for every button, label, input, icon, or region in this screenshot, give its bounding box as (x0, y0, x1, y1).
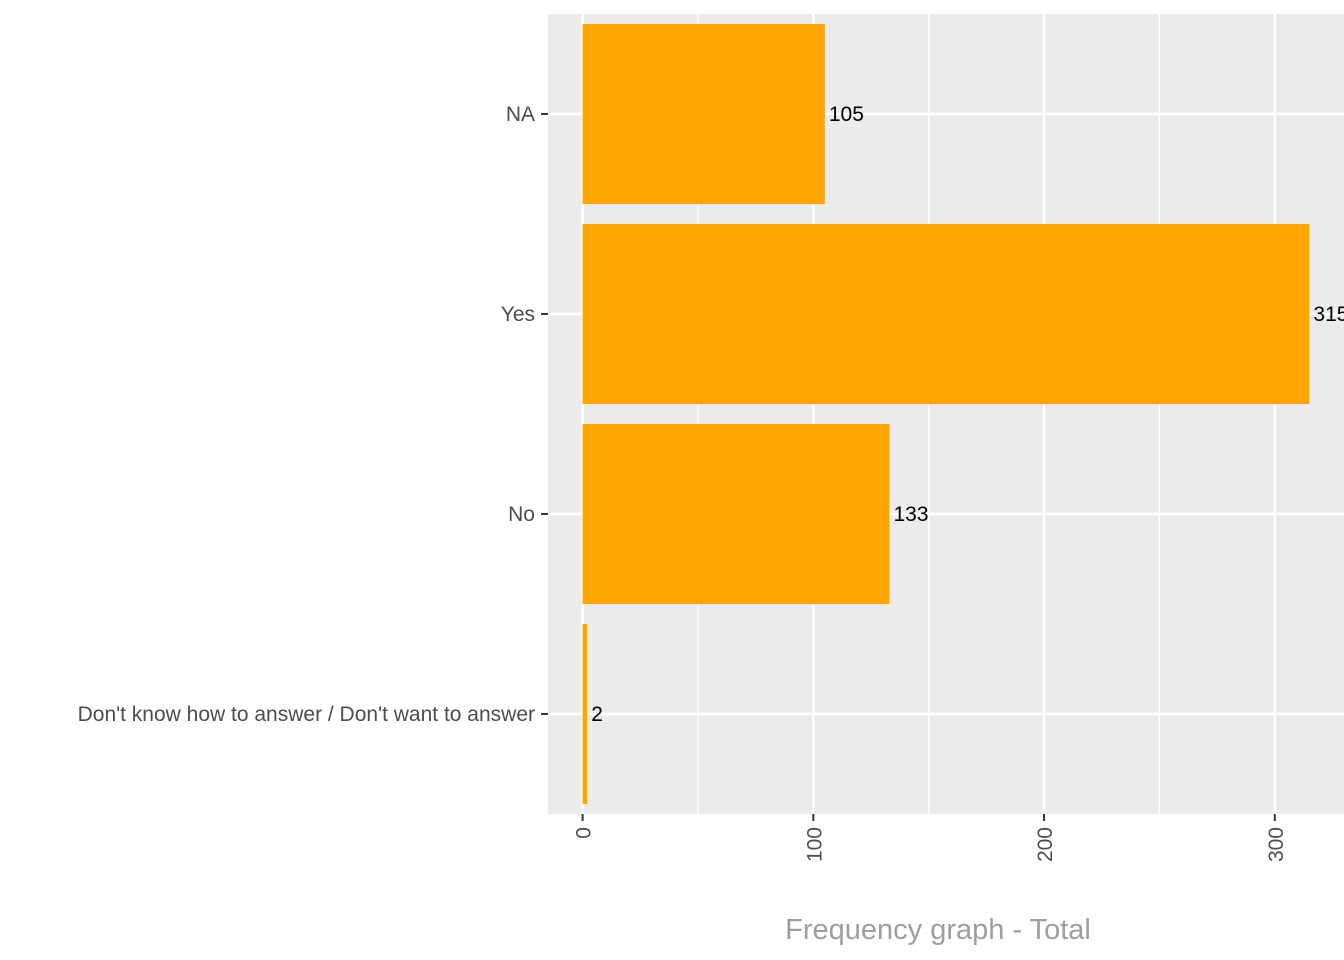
bars (582, 24, 1310, 804)
x-axis-title: Frequency graph - Total (785, 914, 1091, 946)
bar (582, 24, 825, 204)
bar (582, 224, 1310, 404)
x-tick-label: 300 (1265, 827, 1288, 862)
data-labels: 2 133 315 105 (591, 103, 1344, 726)
y-tick-label: Don't know how to answer / Don't want to… (78, 703, 535, 726)
y-tick-label: NA (506, 103, 535, 126)
x-axis: 0 100 200 300 (573, 814, 1288, 862)
y-tick-label: No (508, 503, 535, 526)
data-label: 133 (893, 503, 928, 526)
data-label: 2 (591, 703, 603, 726)
data-label: 315 (1313, 303, 1344, 326)
x-tick-label: 200 (1034, 827, 1057, 862)
bar (582, 424, 890, 604)
data-label: 105 (829, 103, 864, 126)
bar (582, 624, 588, 804)
y-tick-label: Yes (501, 303, 535, 326)
x-tick-label: 0 (573, 827, 596, 839)
y-axis: Don't know how to answer / Don't want to… (78, 103, 548, 726)
x-tick-label: 100 (803, 827, 826, 862)
